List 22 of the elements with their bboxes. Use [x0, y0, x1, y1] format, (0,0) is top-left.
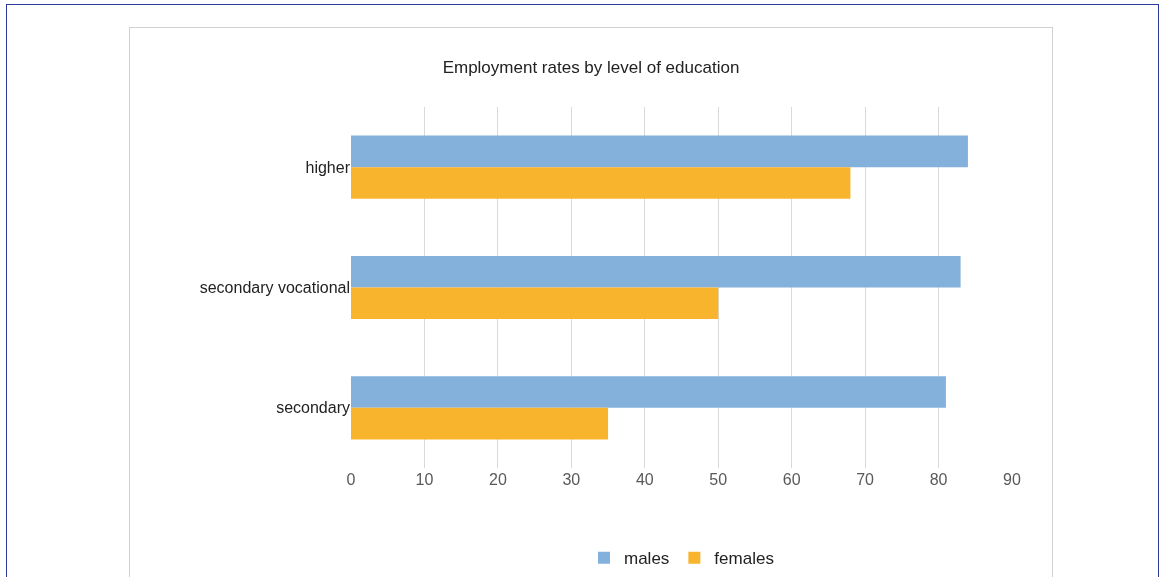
- bar: [351, 287, 719, 320]
- x-tick-label: 10: [415, 471, 434, 488]
- y-tick-label: secondary: [276, 399, 350, 417]
- x-tick-label: 20: [488, 471, 507, 488]
- legend-label: females: [714, 549, 774, 569]
- bar: [351, 407, 609, 440]
- chart-title: Employment rates by level of education: [442, 58, 740, 78]
- y-tick-label: secondary vocational: [199, 279, 350, 297]
- x-tick-label: 30: [562, 471, 581, 488]
- bar: [351, 135, 968, 168]
- bar: [351, 167, 851, 199]
- bar: [351, 255, 961, 288]
- x-tick-label: 80: [929, 471, 948, 488]
- x-tick-label: 60: [782, 471, 801, 488]
- y-tick-label: higher: [305, 158, 351, 176]
- x-tick-label: 50: [709, 471, 728, 488]
- x-tick-label: 0: [346, 471, 356, 488]
- x-tick-label: 40: [635, 471, 654, 488]
- x-tick-label: 70: [856, 471, 875, 488]
- legend-label: males: [624, 549, 670, 569]
- bar: [351, 376, 946, 408]
- x-tick-label: 90: [1003, 471, 1021, 488]
